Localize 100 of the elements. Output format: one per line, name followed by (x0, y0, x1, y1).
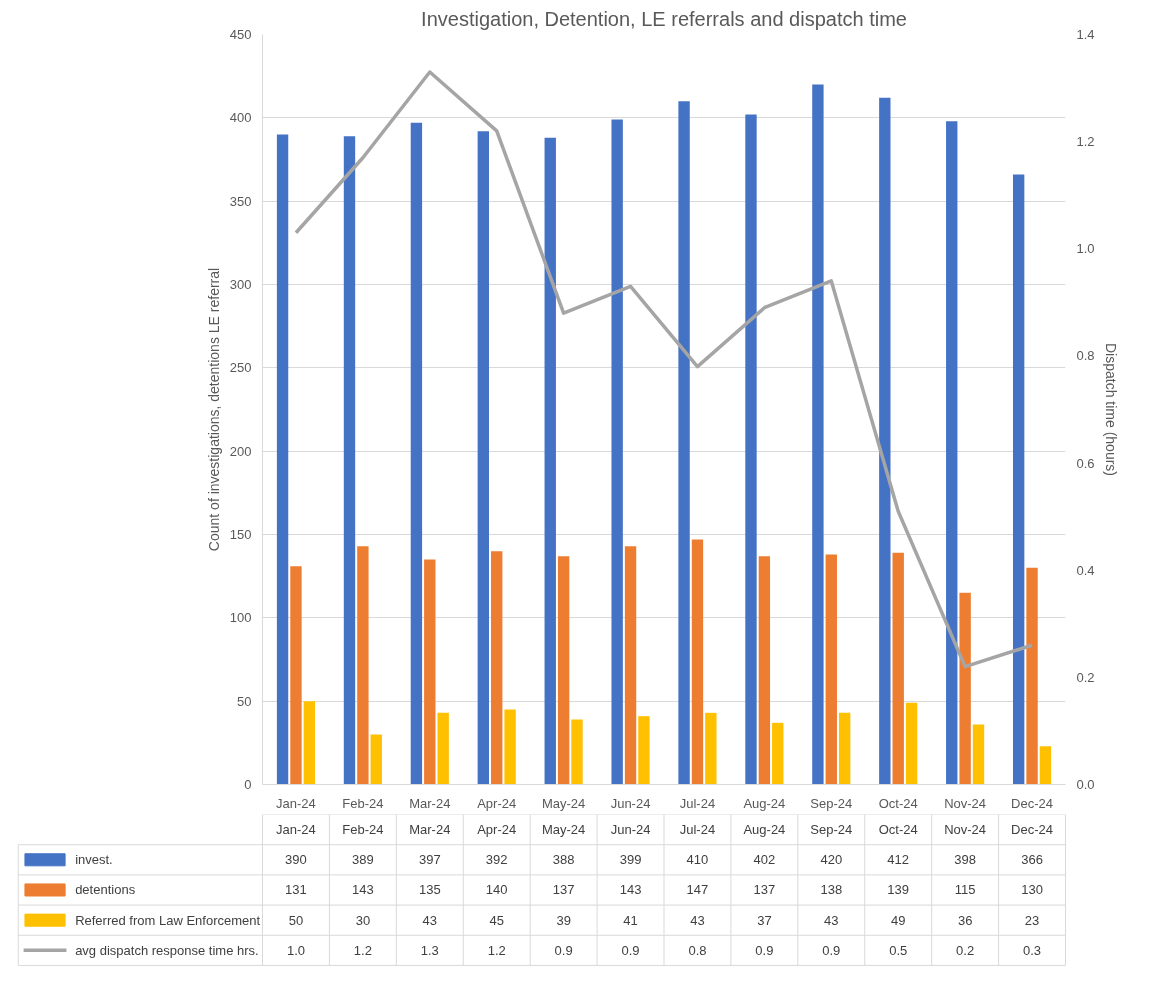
data-label: 0.5 (889, 942, 908, 958)
x-tick-label: Mar-24 (409, 795, 451, 811)
bar (491, 551, 503, 785)
y-tick-label: 350 (229, 193, 252, 209)
bar (410, 122, 423, 785)
data-label: 0.9 (822, 942, 841, 958)
x-tick-label: Feb-24 (342, 795, 384, 811)
data-label: 45 (489, 912, 504, 928)
data-label: 410 (686, 852, 709, 868)
category-label: Jun-24 (610, 822, 651, 838)
y2-tick-label: 1.4 (1076, 27, 1095, 42)
bar (571, 719, 583, 785)
bar (624, 546, 637, 785)
y2-tick-label: 0.6 (1076, 455, 1095, 471)
y-tick-label: 200 (229, 443, 252, 459)
bar (1026, 567, 1038, 785)
data-label: 398 (954, 852, 976, 868)
y2-axis-title: Dispatch time (hours) (1102, 342, 1119, 477)
bar (343, 136, 356, 785)
bar (477, 131, 490, 785)
x-tick-label: Jun-24 (610, 795, 651, 811)
data-label: 0.3 (1023, 942, 1042, 958)
data-label: 1.0 (286, 942, 305, 958)
bar (370, 734, 382, 785)
data-label: 0.8 (688, 942, 707, 958)
data-label: 389 (352, 852, 374, 868)
legend-label: detentions (75, 882, 136, 898)
data-label: 399 (619, 852, 642, 868)
bar (638, 716, 650, 785)
y-axis-title: Count of investigations, detentions LE referral (205, 267, 222, 552)
category-label: May-24 (541, 822, 586, 838)
bar (825, 554, 837, 785)
data-label: 392 (485, 852, 508, 868)
category-label: Apr-24 (477, 822, 517, 838)
data-label: 140 (485, 882, 508, 898)
x-tick-label: Aug-24 (743, 795, 786, 811)
bar (758, 556, 771, 785)
legend-label: avg dispatch response time hrs. (75, 942, 259, 958)
y-tick-label: 250 (229, 360, 252, 376)
data-label: 0.9 (554, 942, 573, 958)
bar (838, 712, 851, 785)
y2-tick-label: 1.2 (1076, 134, 1095, 150)
data-label: 30 (355, 912, 371, 928)
data-label: 366 (1021, 852, 1043, 868)
bar (357, 546, 369, 785)
x-tick-label: Nov-24 (944, 795, 987, 811)
x-tick-label: Oct-24 (878, 795, 918, 811)
y-tick-label: 100 (229, 610, 252, 626)
data-label: 0.2 (956, 942, 975, 958)
legend-label: invest. (75, 852, 113, 868)
data-label: 397 (418, 852, 441, 868)
bar (892, 552, 904, 785)
bar (611, 119, 623, 785)
data-label: 1.2 (487, 942, 506, 958)
data-label: 412 (887, 852, 910, 868)
bar (946, 121, 958, 785)
bar (972, 724, 985, 785)
data-label: 131 (285, 882, 307, 898)
data-label: 388 (552, 852, 575, 868)
category-label: Mar-24 (409, 822, 451, 838)
data-label: 137 (552, 882, 575, 898)
data-label: 0.9 (621, 942, 640, 958)
data-label: 39 (556, 912, 571, 928)
data-label: 1.2 (353, 942, 372, 958)
y-tick-label: 50 (237, 693, 252, 709)
category-label: Feb-24 (342, 822, 384, 838)
data-label: 37 (757, 912, 772, 928)
y2-tick-label: 0.0 (1076, 777, 1095, 792)
data-label: 402 (753, 852, 776, 868)
data-label: 137 (753, 882, 776, 898)
data-label: 143 (352, 882, 374, 898)
bar (745, 114, 757, 785)
category-label: Aug-24 (743, 822, 786, 838)
data-label: 43 (690, 912, 705, 928)
y2-tick-label: 0.4 (1076, 562, 1095, 578)
data-label: 138 (820, 882, 843, 898)
y-tick-label: 400 (229, 110, 252, 126)
bar (879, 97, 891, 785)
data-label: 43 (824, 912, 839, 928)
data-label: 143 (619, 882, 642, 898)
category-label: Nov-24 (944, 822, 987, 838)
data-label: 43 (422, 912, 438, 928)
bar (812, 84, 824, 785)
bar (557, 556, 570, 785)
bar (772, 722, 784, 785)
line-series (294, 70, 1034, 669)
y2-tick-label: 1.0 (1076, 241, 1095, 257)
bar (1039, 746, 1052, 785)
category-label: Sep-24 (810, 822, 853, 838)
data-label: 135 (418, 882, 441, 898)
bar (276, 134, 289, 785)
y-tick-label: 0 (244, 777, 252, 792)
data-label: 139 (887, 882, 910, 898)
x-tick-label: Apr-24 (477, 795, 517, 811)
y-tick-label: 450 (229, 27, 252, 42)
data-label: 36 (957, 912, 973, 928)
data-label: 130 (1021, 882, 1043, 898)
bar (303, 701, 316, 785)
data-label: 390 (285, 852, 307, 868)
x-tick-label: Sep-24 (810, 795, 853, 811)
